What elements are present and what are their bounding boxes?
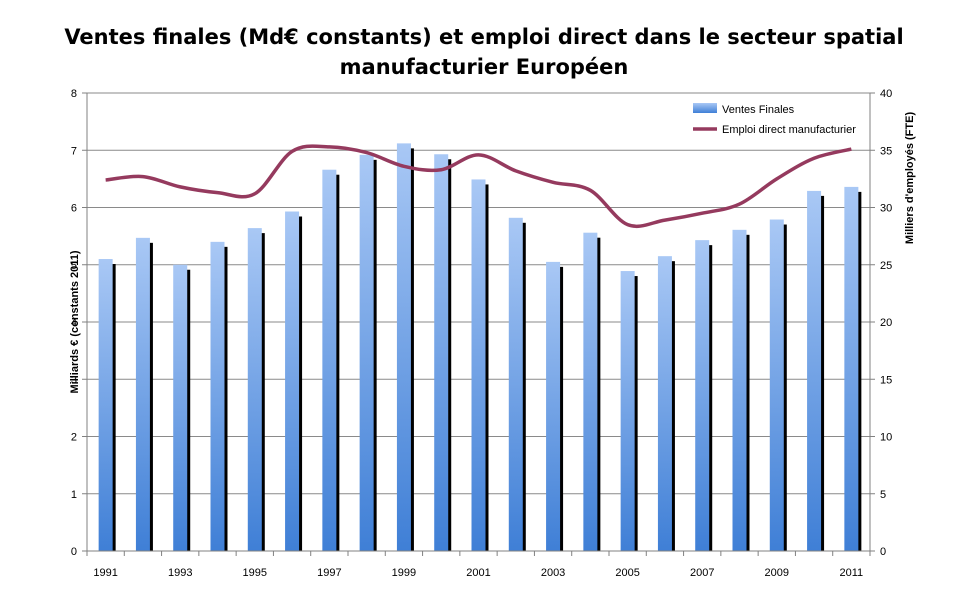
bar bbox=[732, 229, 747, 551]
legend-swatch-bars bbox=[693, 103, 717, 113]
y-tick-label-right: 25 bbox=[880, 260, 892, 272]
bar bbox=[247, 228, 262, 552]
y-tick-label-right: 20 bbox=[880, 317, 892, 329]
bar bbox=[98, 259, 113, 551]
x-tick-label: 1995 bbox=[243, 567, 267, 579]
axes: 0 1 2 3 4 5 6 7 8 0 5 10 15 20 25 30 35 40 1991 1993 1995 199… bbox=[69, 88, 916, 579]
y-tick-label-right: 0 bbox=[880, 546, 886, 558]
bar bbox=[396, 143, 411, 551]
chart-title: Ventes finales (Md€ constants) et emploi… bbox=[0, 22, 968, 82]
y-tick-label-right: 35 bbox=[880, 145, 892, 157]
bar bbox=[173, 264, 188, 551]
x-tick-label: 2009 bbox=[765, 567, 789, 579]
y-tick-label-right: 15 bbox=[880, 374, 892, 386]
y-axis-title-right: Milliers d'employés (FTE) bbox=[904, 112, 916, 245]
line-series bbox=[105, 144, 852, 229]
bar bbox=[434, 154, 449, 551]
legend-label-bars: Ventes Finales bbox=[722, 104, 795, 116]
bar bbox=[546, 261, 561, 551]
bar bbox=[135, 237, 150, 551]
x-tick-label: 2003 bbox=[541, 567, 565, 579]
x-tick-label: 1993 bbox=[168, 567, 192, 579]
y-axis-title-left: Milliards € (constants 2011) bbox=[69, 250, 81, 393]
y-tick-label-left: 1 bbox=[71, 489, 77, 501]
bar bbox=[471, 179, 486, 551]
y-tick-label-left: 0 bbox=[71, 546, 77, 558]
bar bbox=[508, 217, 523, 551]
bar bbox=[322, 169, 337, 551]
legend: Ventes Finales Emploi direct manufacturie… bbox=[693, 103, 856, 136]
y-tick-label-right: 30 bbox=[880, 203, 892, 215]
x-tick-label: 2001 bbox=[466, 567, 490, 579]
y-tick-label-left: 3 bbox=[71, 374, 77, 386]
bar bbox=[210, 241, 225, 551]
x-tick-label: 2011 bbox=[840, 567, 864, 579]
y-tick-label-left: 7 bbox=[71, 145, 77, 157]
chart-title-line-2: manufacturier Européen bbox=[339, 55, 629, 79]
bar bbox=[807, 190, 822, 551]
y-tick-label-left: 8 bbox=[71, 88, 77, 100]
y-tick-label-left: 4 bbox=[71, 317, 77, 329]
y-tick-label-right: 40 bbox=[880, 88, 892, 100]
y-tick-label-left: 5 bbox=[71, 260, 77, 272]
y-tick-label-left: 2 bbox=[71, 432, 77, 444]
bar bbox=[844, 186, 859, 551]
x-tick-label: 1999 bbox=[392, 567, 416, 579]
bars bbox=[98, 143, 862, 552]
x-tick-label: 1997 bbox=[317, 567, 341, 579]
bar bbox=[695, 240, 710, 551]
bar bbox=[359, 154, 374, 551]
x-tick-label: 2005 bbox=[615, 567, 639, 579]
bar bbox=[620, 271, 635, 551]
y-tick-label-right: 5 bbox=[880, 489, 886, 501]
y-tick-label-left: 6 bbox=[71, 203, 77, 215]
bar bbox=[769, 219, 784, 551]
bar bbox=[657, 256, 672, 551]
bar bbox=[583, 232, 598, 551]
legend-label-line: Emploi direct manufacturier bbox=[722, 124, 856, 136]
employment-line bbox=[105, 144, 852, 229]
x-tick-label: 2007 bbox=[690, 567, 714, 579]
x-tick-label: 1991 bbox=[93, 567, 117, 579]
chart-title-line-1: Ventes finales (Md€ constants) et emploi… bbox=[64, 25, 904, 49]
bar bbox=[285, 211, 300, 551]
y-tick-label-right: 10 bbox=[880, 432, 892, 444]
